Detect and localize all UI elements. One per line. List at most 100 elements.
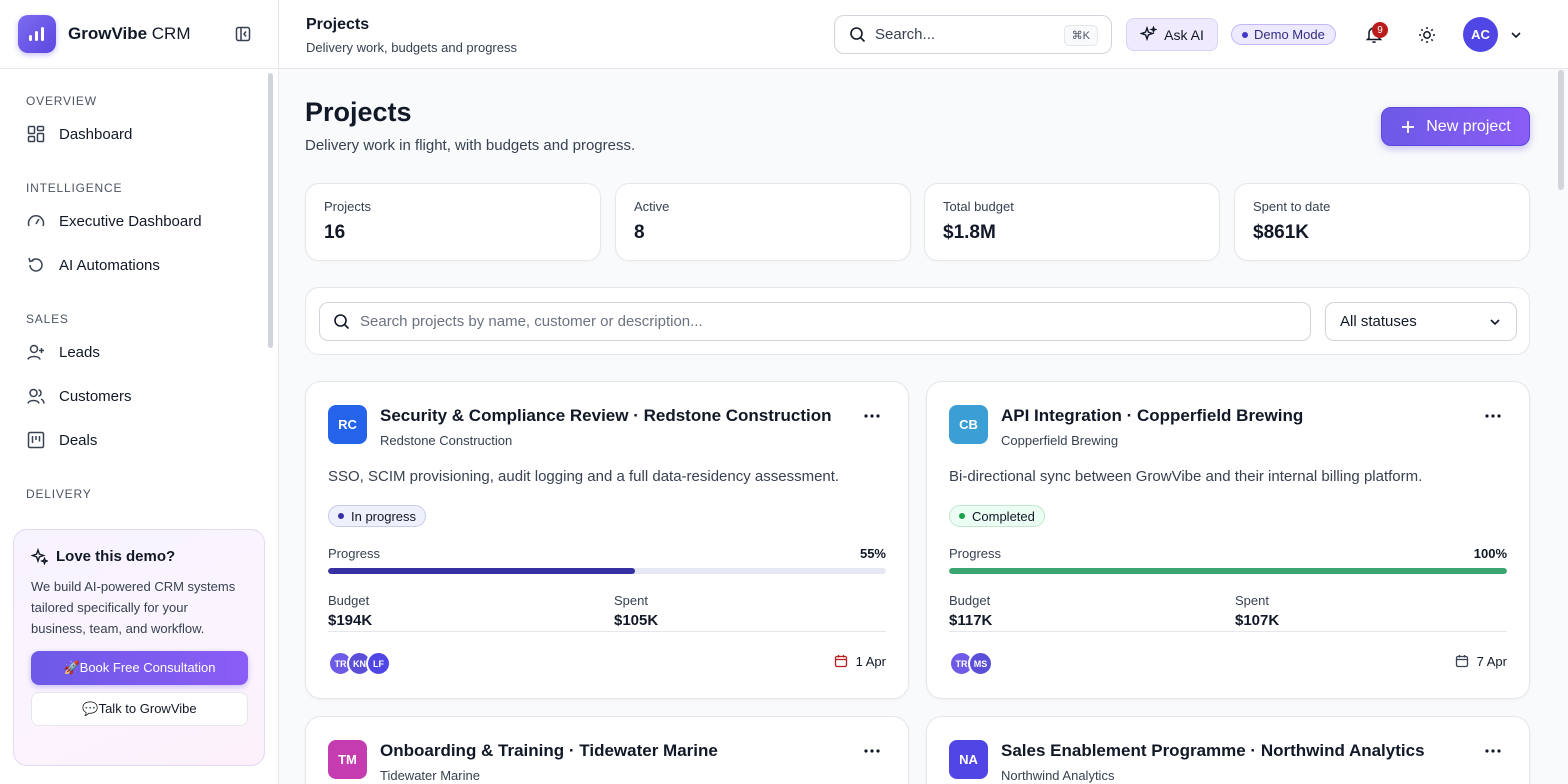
- project-card[interactable]: RC Security & Compliance Review · Redsto…: [305, 381, 909, 699]
- brand-header: GrowVibe CRM: [0, 0, 278, 69]
- search-placeholder: Search...: [875, 26, 936, 43]
- chevron-down-icon[interactable]: [1508, 27, 1524, 43]
- brand-suffix: CRM: [151, 24, 191, 43]
- status-badge: In progress: [328, 505, 427, 527]
- budget-value: $194K: [328, 612, 373, 629]
- growvibe-logo-icon[interactable]: [18, 15, 56, 53]
- spent-label: Spent: [614, 593, 648, 608]
- due-date: 7 Apr: [1455, 654, 1507, 669]
- sidebar-item-label: Deals: [59, 431, 98, 449]
- new-project-button[interactable]: New project: [1381, 107, 1530, 146]
- project-title[interactable]: Sales Enablement Programme · Northwind A…: [1001, 741, 1425, 760]
- progress-label: Progress: [949, 546, 1002, 561]
- stat-label: Projects: [324, 199, 371, 214]
- more-options-icon[interactable]: [860, 407, 884, 425]
- project-avatar: RC: [328, 405, 367, 444]
- book-consultation-button[interactable]: 🚀Book Free Consultation: [31, 651, 248, 685]
- project-search-input[interactable]: Search projects by name, customer or des…: [319, 302, 1311, 341]
- project-title[interactable]: Security & Compliance Review · Redstone …: [380, 406, 832, 425]
- notification-count-badge: 9: [1372, 22, 1388, 38]
- promo-text: We build AI-powered CRM systems tailored…: [31, 579, 236, 636]
- demo-mode-label: Demo Mode: [1254, 27, 1325, 42]
- sidebar-item-label: Leads: [59, 343, 100, 361]
- topbar-subtitle: Delivery work, budgets and progress: [306, 40, 517, 55]
- sidebar-item-deals[interactable]: Deals: [0, 418, 278, 462]
- talk-to-growvibe-button[interactable]: 💬Talk to GrowVibe: [31, 692, 248, 726]
- global-search-input[interactable]: Search... ⌘K: [834, 15, 1112, 54]
- status-filter-select[interactable]: All statuses: [1325, 302, 1517, 341]
- calendar-clock-icon: [1455, 654, 1470, 669]
- sidebar-scrollbar[interactable]: [268, 73, 273, 348]
- project-card[interactable]: TM Onboarding & Training · Tidewater Mar…: [305, 716, 909, 784]
- sidebar-item-label: Dashboard: [59, 125, 133, 143]
- project-customer: Tidewater Marine: [380, 768, 480, 783]
- sidebar-item-ai-automations[interactable]: AI Automations: [0, 243, 278, 287]
- stat-card-active: Active 8: [615, 183, 911, 261]
- stat-value: 8: [634, 222, 645, 243]
- project-card[interactable]: NA Sales Enablement Programme · Northwin…: [926, 716, 1530, 784]
- calendar-clock-icon: [834, 654, 849, 669]
- project-title[interactable]: Onboarding & Training · Tidewater Marine: [380, 741, 718, 760]
- card-divider: [328, 631, 886, 632]
- team-member-avatar[interactable]: LF: [366, 651, 391, 676]
- project-title[interactable]: API Integration · Copperfield Brewing: [1001, 406, 1304, 425]
- sidebar-item-leads[interactable]: Leads: [0, 330, 278, 374]
- status-badge-label: In progress: [351, 508, 417, 524]
- stat-card-total-budget: Total budget $1.8M: [924, 183, 1220, 261]
- progress-percent: 55%: [859, 546, 886, 561]
- gauge-icon: [26, 211, 46, 231]
- more-options-icon[interactable]: [1481, 742, 1505, 760]
- stat-value: 16: [324, 222, 346, 243]
- page-description: Delivery work in flight, with budgets an…: [305, 137, 636, 154]
- stat-card-spent-to-date: Spent to date $861K: [1234, 183, 1530, 261]
- status-dot: [959, 513, 965, 519]
- due-date-text: 1 Apr: [855, 654, 886, 669]
- stat-card-projects: Projects 16: [305, 183, 601, 261]
- sidebar: GrowVibe CRM OVERVIEW Dashboard INTELLIG…: [0, 0, 279, 784]
- project-search-placeholder: Search projects by name, customer or des…: [360, 313, 703, 330]
- card-divider: [949, 631, 1507, 632]
- team-member-avatar[interactable]: MS: [968, 651, 993, 676]
- project-customer: Northwind Analytics: [1001, 768, 1115, 783]
- nav-section-intelligence: INTELLIGENCE: [26, 181, 123, 195]
- due-date: 1 Apr: [834, 654, 886, 669]
- project-avatar: TM: [328, 740, 367, 779]
- kanban-icon: [26, 430, 46, 450]
- team-member-avatar[interactable]: KN: [347, 651, 372, 676]
- progress-bar-fill: [328, 568, 635, 574]
- nav-section-delivery: DELIVERY: [26, 487, 92, 501]
- user-avatar[interactable]: AC: [1463, 17, 1498, 52]
- promo-card: Love this demo? We build AI-powered CRM …: [13, 529, 265, 766]
- stat-value: $861K: [1253, 222, 1309, 243]
- promo-title: Love this demo?: [31, 548, 247, 565]
- progress-bar: [328, 568, 886, 574]
- nav-section-overview: OVERVIEW: [26, 94, 97, 108]
- users-icon: [26, 386, 46, 406]
- ask-ai-button[interactable]: Ask AI: [1126, 18, 1218, 51]
- sun-icon[interactable]: [1416, 24, 1438, 46]
- status-dot: [338, 513, 344, 519]
- stat-label: Active: [634, 199, 670, 214]
- new-project-label: New project: [1426, 117, 1511, 135]
- project-description: SSO, SCIM provisioning, audit logging an…: [328, 468, 840, 485]
- spent-value: $105K: [614, 612, 659, 629]
- more-options-icon[interactable]: [860, 742, 884, 760]
- project-card[interactable]: CB API Integration · Copperfield Brewing…: [926, 381, 1530, 699]
- sidebar-item-customers[interactable]: Customers: [0, 374, 278, 418]
- spent-label: Spent: [1235, 593, 1269, 608]
- sidebar-item-executive-dashboard[interactable]: Executive Dashboard: [0, 199, 278, 243]
- collapse-sidebar-icon[interactable]: [233, 24, 253, 44]
- more-options-icon[interactable]: [1481, 407, 1505, 425]
- refresh-icon: [26, 255, 46, 275]
- due-date-text: 7 Apr: [1476, 654, 1507, 669]
- project-customer: Redstone Construction: [380, 433, 513, 448]
- page-scrollbar[interactable]: [1558, 70, 1564, 190]
- page-title: Projects: [305, 97, 412, 127]
- brand-name: GrowVibe CRM: [68, 24, 191, 44]
- status-badge: Completed: [949, 505, 1045, 527]
- budget-label: Budget: [328, 593, 370, 608]
- team-avatars: TR MS: [949, 651, 993, 676]
- search-shortcut: ⌘K: [1063, 25, 1098, 46]
- sidebar-item-dashboard[interactable]: Dashboard: [0, 112, 278, 156]
- status-dot: [1242, 31, 1248, 38]
